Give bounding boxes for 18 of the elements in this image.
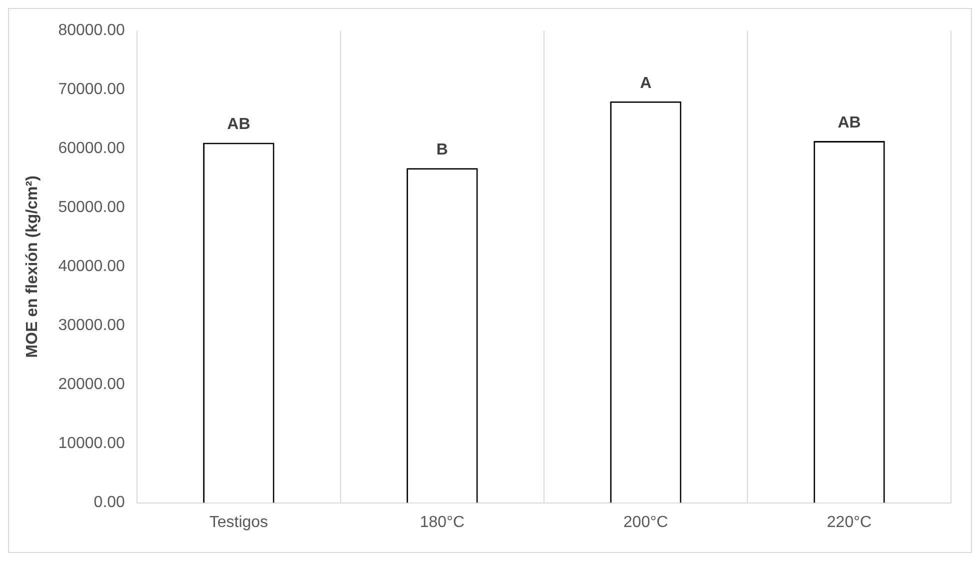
annotation: AB (227, 116, 250, 134)
y-axis-title: MOE en flexión (kg/cm²) (24, 176, 42, 358)
y-tick-label: 60000.00 (58, 140, 126, 158)
y-tick-label: 20000.00 (58, 376, 126, 394)
x-tick-label: 220°C (826, 514, 872, 531)
y-tick-label: 70000.00 (58, 81, 126, 98)
y-tick-label: 80000.00 (58, 22, 126, 40)
x-tick-label: Testigos (209, 514, 268, 531)
x-tick-label: 180°C (420, 514, 465, 531)
y-tick-label: 50000.00 (58, 199, 126, 216)
x-tick-label: 200°C (623, 514, 668, 531)
annotation: AB (838, 114, 861, 132)
y-tick-label: 0.00 (94, 494, 126, 512)
annotation: A (640, 74, 652, 92)
y-tick-label: 10000.00 (58, 435, 126, 452)
y-tick-label: 30000.00 (58, 317, 126, 334)
annotation: B (436, 142, 448, 159)
y-tick-label: 40000.00 (58, 258, 126, 276)
